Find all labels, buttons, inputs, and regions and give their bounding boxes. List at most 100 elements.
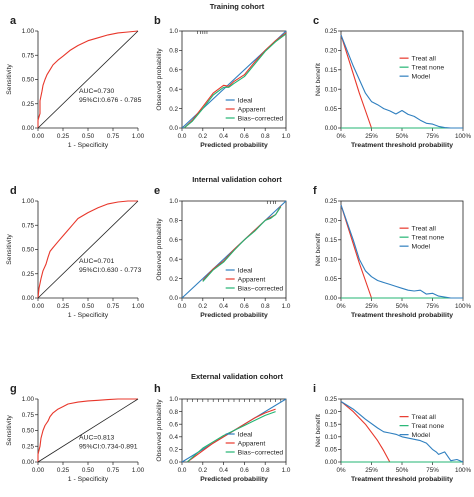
y-tick-label: 0.0 bbox=[169, 295, 178, 302]
x-axis-label: Treatment threshold probability bbox=[351, 312, 453, 319]
y-tick-label: 0.10 bbox=[325, 256, 338, 263]
x-tick-label: 0.2 bbox=[198, 467, 207, 474]
y-tick-label: 0.75 bbox=[22, 412, 35, 419]
y-tick-label: 0.00 bbox=[325, 125, 338, 132]
x-tick-label: 0.6 bbox=[240, 303, 249, 310]
y-tick-label: 1.0 bbox=[169, 198, 178, 205]
y-tick-label: 0.20 bbox=[325, 409, 338, 416]
y-tick-label: 0.50 bbox=[22, 77, 35, 84]
x-tick-label: 0.25 bbox=[57, 467, 70, 474]
y-tick-label: 0.05 bbox=[325, 106, 338, 113]
y-tick-label: 0.15 bbox=[325, 67, 338, 74]
x-tick-label: 0.2 bbox=[198, 303, 207, 310]
x-tick-label: 0.75 bbox=[107, 133, 120, 140]
plot-frame bbox=[181, 200, 287, 299]
x-tick-label: 25% bbox=[365, 303, 378, 310]
x-axis-label: 1 - Specificity bbox=[68, 476, 109, 483]
y-axis-label: Sensitivity bbox=[6, 234, 13, 265]
y-tick-label: 0.2 bbox=[169, 276, 178, 283]
series-line-bias-corrected bbox=[202, 206, 282, 282]
x-axis-label: Treatment threshold probability bbox=[351, 476, 453, 483]
series-line-treat-all bbox=[340, 401, 391, 463]
roc-curve bbox=[37, 398, 138, 462]
y-tick-label: 0.8 bbox=[169, 48, 178, 55]
auc-annotation: 95%CI:0.630 - 0.773 bbox=[79, 267, 142, 274]
x-tick-label: 0.00 bbox=[32, 133, 45, 140]
x-axis-label: 1 - Specificity bbox=[68, 142, 109, 149]
x-tick-label: 25% bbox=[365, 133, 378, 140]
x-axis-label: Predicted probability bbox=[200, 142, 268, 149]
y-tick-label: 0.25 bbox=[22, 101, 35, 108]
x-tick-label: 0.8 bbox=[261, 133, 270, 140]
series-line-model bbox=[340, 204, 463, 299]
roc-curve bbox=[37, 30, 139, 128]
x-tick-label: 0% bbox=[336, 133, 346, 140]
y-tick-label: 0.00 bbox=[325, 295, 338, 302]
x-tick-label: 0.0 bbox=[178, 133, 187, 140]
y-tick-label: 1.00 bbox=[22, 396, 35, 403]
y-tick-label: 0.20 bbox=[325, 218, 338, 225]
x-tick-label: 0.0 bbox=[178, 467, 187, 474]
x-tick-label: 0.50 bbox=[82, 303, 95, 310]
legend-label: Model bbox=[412, 432, 431, 439]
y-tick-label: 0.6 bbox=[169, 421, 178, 428]
y-tick-label: 0.15 bbox=[325, 421, 338, 428]
x-tick-label: 50% bbox=[396, 467, 409, 474]
y-tick-label: 0.2 bbox=[169, 447, 178, 454]
legend-label: Treat none bbox=[412, 423, 445, 430]
cohort-title: Training cohort bbox=[210, 2, 265, 11]
series-line-bias-corrected bbox=[183, 33, 287, 129]
panel-letter: i bbox=[313, 383, 316, 395]
y-axis-label: Observed probability bbox=[156, 48, 163, 111]
y-axis-label: Net benefit bbox=[315, 233, 322, 266]
y-tick-label: 0.0 bbox=[169, 459, 178, 466]
x-tick-label: 1.0 bbox=[282, 303, 291, 310]
x-tick-label: 0.8 bbox=[261, 303, 270, 310]
x-axis-label: Predicted probability bbox=[200, 312, 268, 319]
x-tick-label: 0.4 bbox=[219, 467, 228, 474]
y-tick-label: 0.6 bbox=[169, 67, 178, 74]
panel-letter: f bbox=[313, 185, 317, 197]
x-axis-label: Predicted probability bbox=[200, 476, 268, 483]
reference-diagonal bbox=[37, 200, 139, 299]
legend-label: Bias−corrected bbox=[238, 449, 284, 456]
legend-label: Bias−corrected bbox=[238, 285, 284, 292]
series-line-model bbox=[340, 34, 463, 129]
y-tick-label: 0.25 bbox=[325, 396, 338, 403]
y-tick-label: 0.00 bbox=[325, 459, 338, 466]
y-tick-label: 0.0 bbox=[169, 125, 178, 132]
y-tick-label: 0.25 bbox=[325, 28, 338, 35]
y-tick-label: 1.0 bbox=[169, 396, 178, 403]
legend-label: Apparent bbox=[238, 276, 266, 283]
y-tick-label: 0.8 bbox=[169, 409, 178, 416]
x-tick-label: 1.00 bbox=[132, 133, 145, 140]
x-tick-label: 1.00 bbox=[132, 303, 145, 310]
series-line-treat-all bbox=[340, 34, 373, 129]
series-line-bias-corrected bbox=[186, 411, 276, 463]
panel-letter: a bbox=[10, 15, 17, 27]
x-tick-label: 100% bbox=[455, 303, 472, 310]
auc-annotation: AUC=0.730 bbox=[79, 88, 115, 95]
y-tick-label: 0.50 bbox=[22, 428, 35, 435]
y-axis-label: Net benefit bbox=[315, 414, 322, 447]
x-tick-label: 0.4 bbox=[219, 133, 228, 140]
x-tick-label: 0.50 bbox=[82, 133, 95, 140]
y-tick-label: 0.10 bbox=[325, 86, 338, 93]
y-tick-label: 0.50 bbox=[22, 247, 35, 254]
x-tick-label: 0.6 bbox=[240, 467, 249, 474]
legend-label: Ideal bbox=[238, 97, 253, 104]
legend-label: Treat none bbox=[412, 64, 445, 71]
y-tick-label: 0.00 bbox=[22, 125, 35, 132]
x-tick-label: 0.25 bbox=[57, 133, 70, 140]
y-tick-label: 0.10 bbox=[325, 434, 338, 441]
legend-label: Treat none bbox=[412, 234, 445, 241]
x-tick-label: 0.00 bbox=[32, 303, 45, 310]
y-tick-label: 0.00 bbox=[22, 459, 35, 466]
x-tick-label: 100% bbox=[455, 133, 472, 140]
panel-letter: h bbox=[154, 383, 161, 395]
y-tick-label: 0.4 bbox=[169, 86, 178, 93]
x-tick-label: 100% bbox=[455, 467, 472, 474]
x-tick-label: 0.00 bbox=[32, 467, 45, 474]
auc-annotation: 95%CI:0.734-0.891 bbox=[79, 443, 138, 450]
y-tick-label: 0.15 bbox=[325, 237, 338, 244]
